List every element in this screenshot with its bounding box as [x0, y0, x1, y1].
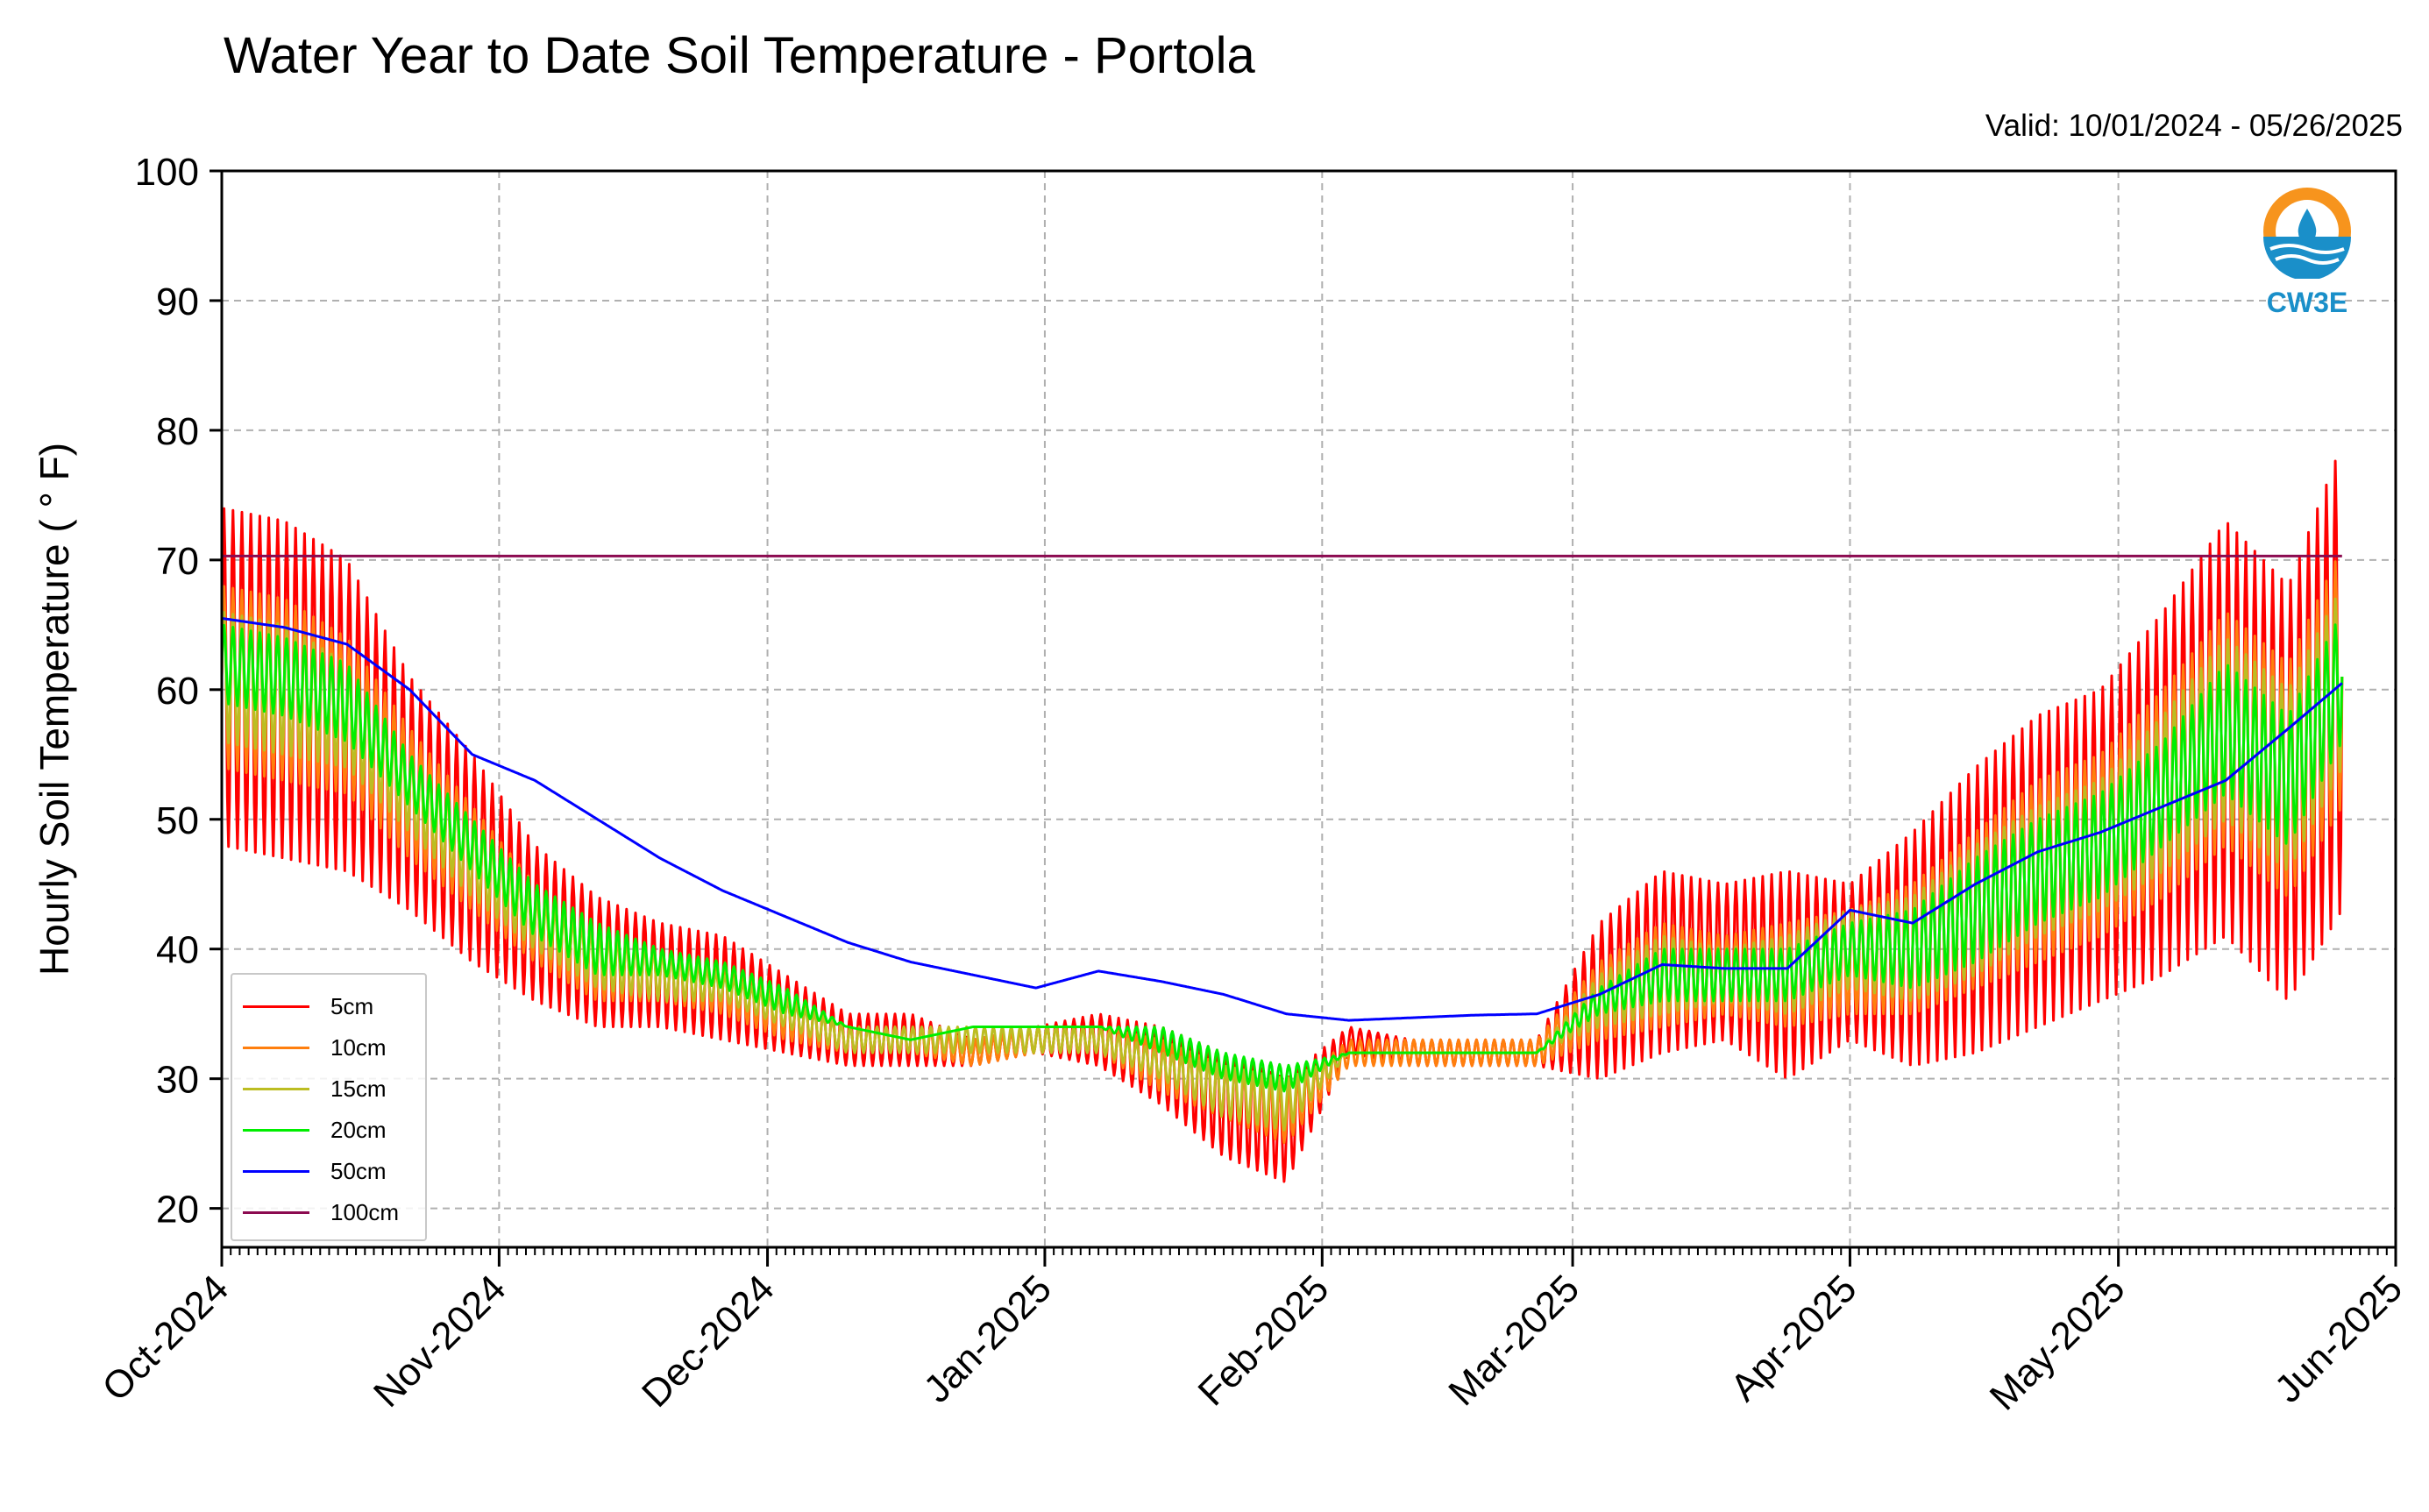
legend-item: 100cm — [243, 1195, 399, 1230]
y-tick-label: 60 — [156, 670, 199, 713]
y-tick-label: 100 — [135, 151, 199, 194]
chart-title: Water Year to Date Soil Temperature - Po… — [224, 27, 1255, 84]
legend-item: 50cm — [243, 1154, 387, 1189]
legend: 5cm 10cm 15cm 20cm 50cm 100cm — [231, 973, 427, 1241]
legend-label: 100cm — [330, 1198, 400, 1225]
logo-text: CW3E — [2266, 287, 2348, 318]
legend-label: 20cm — [330, 1116, 387, 1143]
y-tick-label: 40 — [156, 929, 199, 972]
x-tick-label: Nov-2024 — [366, 1267, 515, 1416]
valid-range: Valid: 10/01/2024 - 05/26/2025 — [1985, 109, 2403, 143]
legend-swatch — [243, 1128, 309, 1132]
legend-label: 50cm — [330, 1157, 387, 1184]
series-line-50cm — [221, 616, 2343, 1022]
series-line-20cm — [220, 623, 2344, 1093]
legend-label: 10cm — [330, 1033, 387, 1061]
y-tick-label: 30 — [156, 1059, 199, 1102]
x-tick-label: Jun-2025 — [2267, 1267, 2411, 1410]
legend-label: 5cm — [330, 992, 374, 1019]
y-tick-label: 90 — [156, 280, 199, 323]
y-tick-label: 20 — [156, 1189, 199, 1232]
legend-swatch — [243, 1210, 309, 1214]
legend-swatch — [243, 1004, 309, 1008]
legend-item: 5cm — [243, 989, 373, 1024]
legend-swatch — [243, 1087, 309, 1090]
x-tick-label: Feb-2025 — [1190, 1267, 1338, 1414]
plot-frame — [220, 169, 2397, 1249]
legend-item: 10cm — [243, 1030, 387, 1065]
legend-swatch — [243, 1046, 309, 1049]
series-lines — [220, 459, 2344, 1183]
y-tick-label: 50 — [156, 799, 199, 842]
legend-item: 20cm — [243, 1112, 387, 1147]
cw3e-logo: CW3E — [2260, 184, 2354, 319]
x-tick-label: Jan-2025 — [916, 1267, 1060, 1410]
legend-label: 15cm — [330, 1075, 387, 1102]
x-tick-label: Mar-2025 — [1440, 1267, 1587, 1414]
legend-item: 15cm — [243, 1071, 387, 1106]
y-tick-label: 70 — [156, 540, 199, 583]
y-tick-label: 80 — [156, 410, 199, 453]
cw3e-logo-icon — [2263, 188, 2351, 280]
x-tick-label: Oct-2024 — [94, 1267, 237, 1409]
legend-swatch — [243, 1169, 309, 1173]
x-tick-label: May-2025 — [1982, 1267, 2134, 1418]
x-tick-label: Apr-2025 — [1722, 1267, 1865, 1409]
x-tick-label: Dec-2024 — [634, 1267, 783, 1416]
y-axis-label: Hourly Soil Temperature ( ° F) — [32, 443, 77, 976]
